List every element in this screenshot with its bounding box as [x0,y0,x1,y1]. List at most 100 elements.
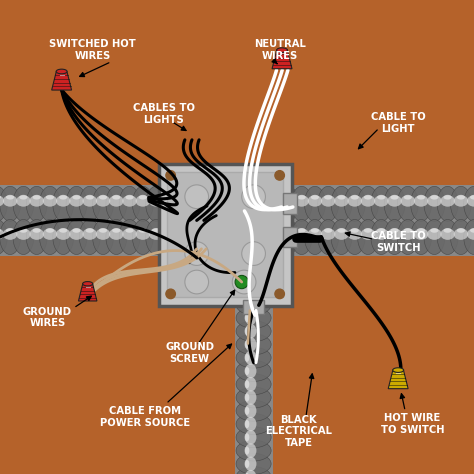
Ellipse shape [391,195,399,200]
Ellipse shape [374,228,389,240]
Ellipse shape [0,228,1,233]
Ellipse shape [82,195,97,207]
Ellipse shape [136,228,150,240]
Ellipse shape [284,228,292,233]
Ellipse shape [236,440,271,461]
Ellipse shape [16,195,31,207]
Ellipse shape [236,321,271,342]
Ellipse shape [59,195,67,200]
Bar [292,185,474,223]
Ellipse shape [26,186,47,221]
Ellipse shape [417,195,425,200]
Ellipse shape [73,195,81,200]
Bar [159,164,292,306]
Ellipse shape [0,186,7,221]
Ellipse shape [464,219,474,255]
Ellipse shape [337,228,346,233]
Ellipse shape [440,195,455,207]
Ellipse shape [59,228,67,233]
Bar [283,193,297,214]
Ellipse shape [361,195,375,207]
Ellipse shape [277,48,287,53]
Ellipse shape [245,443,256,458]
Ellipse shape [424,186,445,221]
Text: BLACK
ELECTRICAL
TAPE: BLACK ELECTRICAL TAPE [265,415,332,448]
Bar [283,227,297,247]
Circle shape [166,289,175,299]
Ellipse shape [96,228,110,240]
Ellipse shape [236,467,271,474]
Ellipse shape [66,186,87,221]
Ellipse shape [245,407,249,415]
Ellipse shape [245,367,249,375]
Ellipse shape [29,228,44,240]
Ellipse shape [122,228,137,240]
Ellipse shape [73,228,81,233]
Ellipse shape [245,364,256,378]
Text: GROUND
WIRES: GROUND WIRES [23,307,72,328]
Ellipse shape [457,195,465,200]
Ellipse shape [56,69,67,74]
Ellipse shape [454,228,468,240]
Polygon shape [52,72,72,90]
Text: CABLE TO
LIGHT: CABLE TO LIGHT [371,112,426,134]
Ellipse shape [347,228,362,240]
Text: CABLE TO
SWITCH: CABLE TO SWITCH [371,231,426,253]
Ellipse shape [236,454,271,474]
Ellipse shape [39,186,60,221]
Ellipse shape [311,195,319,200]
Circle shape [185,185,209,209]
Ellipse shape [304,186,325,221]
Ellipse shape [245,324,256,338]
Ellipse shape [245,350,256,365]
Ellipse shape [427,195,442,207]
Circle shape [242,185,265,209]
Ellipse shape [106,219,127,255]
Ellipse shape [96,195,110,207]
Ellipse shape [324,195,332,200]
Ellipse shape [236,427,271,448]
Circle shape [242,242,265,265]
Ellipse shape [311,228,319,233]
Ellipse shape [334,195,349,207]
Ellipse shape [139,228,147,233]
Ellipse shape [236,414,271,435]
Ellipse shape [0,219,20,255]
Ellipse shape [321,195,336,207]
Ellipse shape [56,195,71,207]
Text: GROUND
SCREW: GROUND SCREW [165,342,214,364]
Ellipse shape [397,219,418,255]
Ellipse shape [344,219,365,255]
Ellipse shape [99,195,107,200]
Ellipse shape [397,186,418,221]
Ellipse shape [357,186,378,221]
Ellipse shape [43,195,57,207]
Ellipse shape [294,228,309,240]
Ellipse shape [291,186,312,221]
Ellipse shape [132,186,153,221]
Ellipse shape [245,340,249,348]
Ellipse shape [467,195,474,207]
Ellipse shape [410,219,431,255]
Ellipse shape [92,219,113,255]
Ellipse shape [457,228,465,233]
Ellipse shape [464,186,474,221]
Ellipse shape [236,401,271,421]
Ellipse shape [284,195,292,200]
Ellipse shape [404,228,412,233]
Ellipse shape [245,314,249,322]
Ellipse shape [331,219,352,255]
Ellipse shape [146,186,166,221]
Ellipse shape [245,301,249,309]
Ellipse shape [92,186,113,221]
Ellipse shape [149,228,164,240]
Polygon shape [272,50,292,69]
Ellipse shape [46,195,54,200]
Ellipse shape [56,228,71,240]
Ellipse shape [337,195,346,200]
Ellipse shape [236,308,271,328]
Ellipse shape [324,228,332,233]
Ellipse shape [82,282,93,286]
Ellipse shape [351,228,359,233]
Text: CABLE FROM
POWER SOURCE: CABLE FROM POWER SOURCE [100,406,190,428]
